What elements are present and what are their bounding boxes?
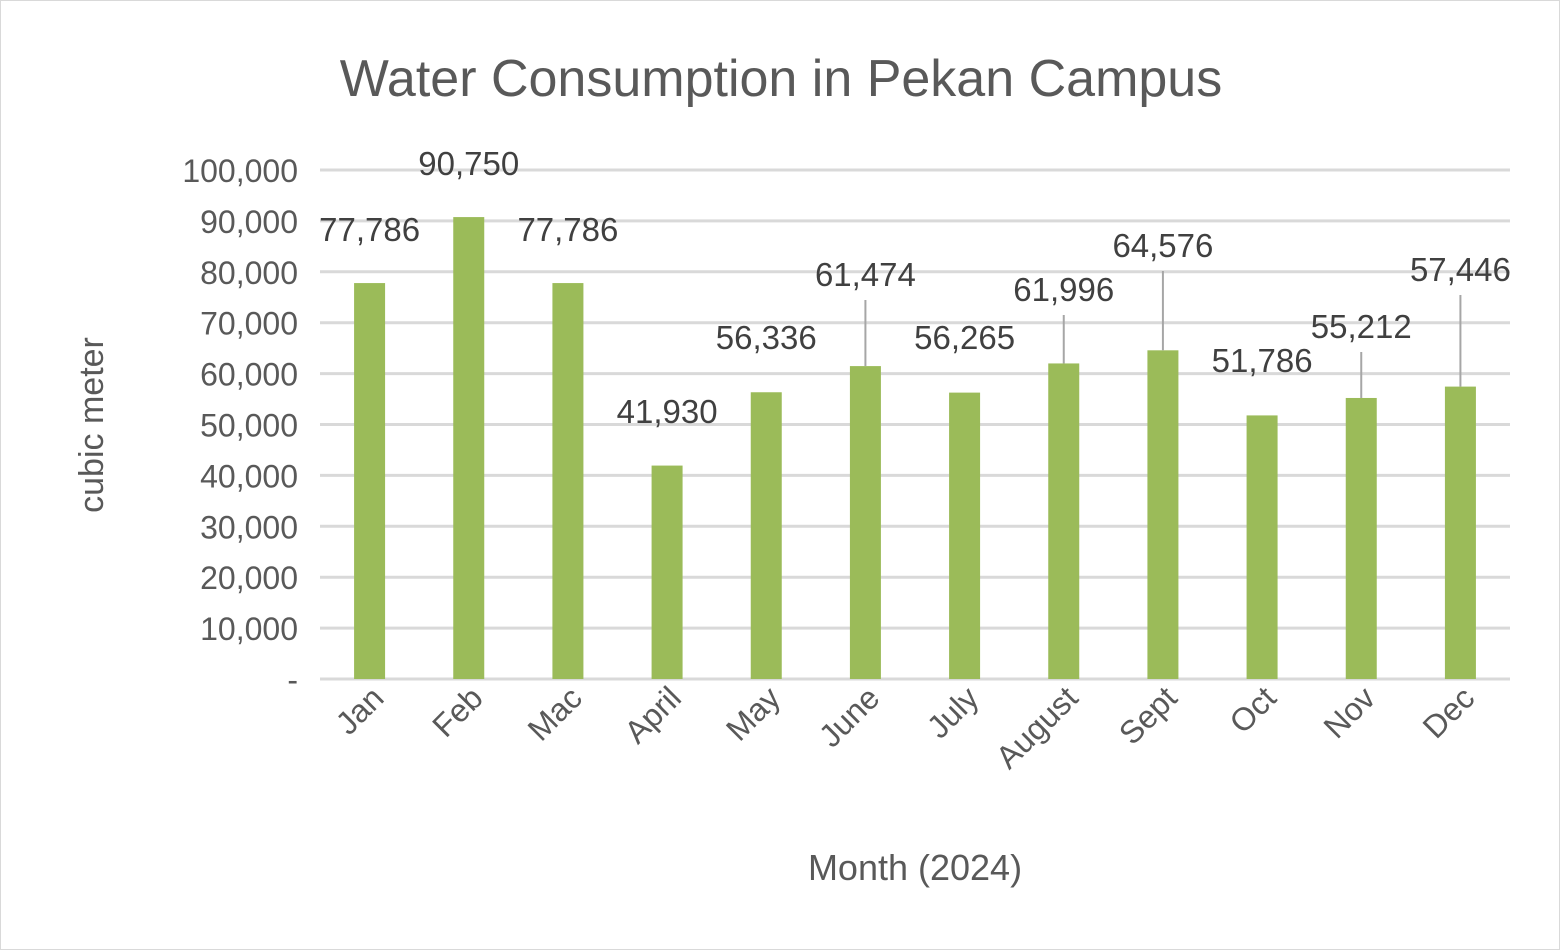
y-tick-label: 80,000: [200, 255, 298, 291]
y-tick-label: -: [287, 662, 298, 698]
x-axis-label: Month (2024): [808, 847, 1022, 888]
bar-jan: [354, 283, 386, 679]
data-label: 77,786: [517, 211, 618, 248]
bar-mac: [552, 283, 584, 679]
data-label: 56,265: [914, 319, 1015, 356]
y-tick-label: 40,000: [200, 458, 298, 494]
x-tick-label: Dec: [1416, 679, 1482, 745]
data-label: 56,336: [716, 319, 817, 356]
bar-oct: [1246, 415, 1278, 679]
data-labels: 77,786 90,750 77,786 41,930 56,336 61,474 56,2…: [319, 145, 1511, 430]
bar-august: [1048, 363, 1080, 679]
x-tick-label: August: [989, 679, 1085, 775]
data-label: 57,446: [1410, 251, 1511, 288]
x-tick-label: Nov: [1317, 679, 1383, 745]
x-tick-label: July: [920, 679, 986, 745]
x-axis-ticks: Jan Feb Mac April May June July August Sept Oct No…: [329, 679, 1482, 775]
data-label: 64,576: [1112, 227, 1213, 264]
bar-dec: [1444, 386, 1476, 679]
gridlines: [320, 168, 1510, 681]
x-tick-label: Oct: [1222, 679, 1283, 740]
x-tick-label: Mac: [521, 679, 589, 747]
x-tick-label: Feb: [425, 679, 489, 743]
x-tick-label: June: [812, 679, 887, 754]
x-tick-label: May: [719, 679, 787, 747]
bar-june: [849, 366, 881, 679]
x-tick-label: Jan: [329, 679, 391, 741]
bar-july: [949, 392, 981, 679]
data-label: 61,474: [815, 256, 916, 293]
x-tick-label: Sept: [1112, 679, 1184, 751]
bar-nov: [1345, 397, 1377, 679]
y-tick-label: 10,000: [200, 611, 298, 647]
bars: [354, 217, 1476, 679]
bar-feb: [453, 217, 485, 679]
bar-april: [651, 465, 683, 679]
bar-may: [750, 392, 782, 679]
data-label: 55,212: [1311, 308, 1412, 345]
data-label: 61,996: [1013, 271, 1114, 308]
bar-sept: [1147, 350, 1179, 679]
y-tick-label: 60,000: [200, 357, 298, 393]
y-tick-label: 90,000: [200, 204, 298, 240]
data-label: 41,930: [617, 393, 718, 430]
y-tick-label: 20,000: [200, 560, 298, 596]
y-tick-label: 50,000: [200, 408, 298, 444]
data-label: 51,786: [1212, 342, 1313, 379]
y-tick-label: 30,000: [200, 509, 298, 545]
y-axis-ticks: - 10,000 20,000 30,000 40,000 50,000 60,000 70,…: [182, 153, 298, 698]
leader-lines: [864, 271, 1462, 398]
data-label: 77,786: [319, 211, 420, 248]
x-tick-label: April: [617, 679, 688, 750]
data-label: 90,750: [418, 145, 519, 182]
chart-title: Water Consumption in Pekan Campus: [340, 50, 1222, 108]
y-axis-label: cubic meter: [73, 337, 111, 513]
y-tick-label: 100,000: [182, 153, 298, 189]
y-tick-label: 70,000: [200, 306, 298, 342]
